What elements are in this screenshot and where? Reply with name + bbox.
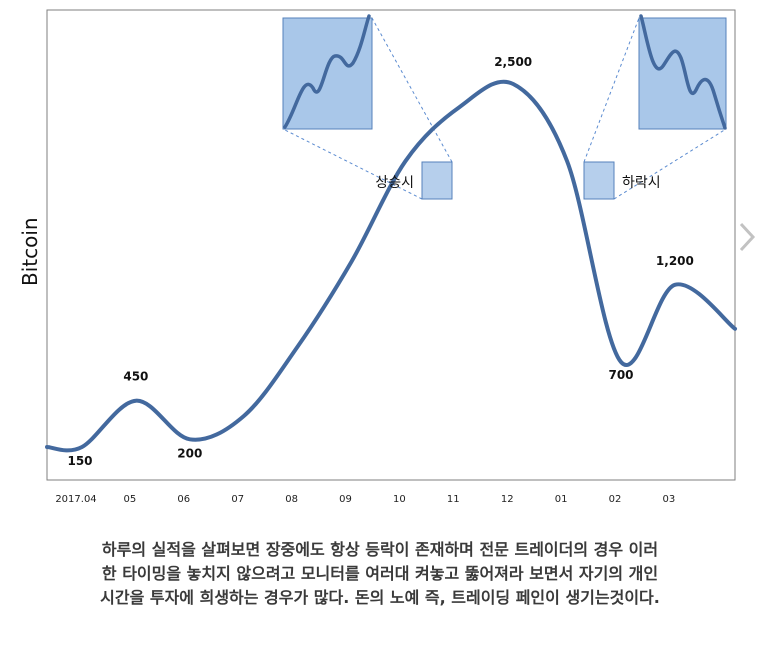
caption-line: 시간을 투자에 희생하는 경우가 많다. 돈의 노예 즉, 트레이딩 페인이 생… [100,588,660,607]
zoom-connector [613,128,727,200]
zoom-region-box [583,161,615,200]
zoom-inset-line [283,14,371,129]
x-tick-label: 08 [285,494,298,505]
series-line [45,79,737,453]
zoom-inset-box [282,17,373,130]
zoom-boxes [282,14,727,200]
annotation-label: 상승시 [375,175,414,191]
data-label: 2,500 [494,55,532,69]
x-tick-labels: 2017.04 05 06 07 08 09 10 11 12 01 02 03 [55,494,675,505]
caption-line: 하루의 실적을 살펴보면 장중에도 항상 등락이 존재하며 전문 트레이더의 경… [101,540,659,559]
caption-line: 한 타이밍을 놓치지 않으려고 모니터를 여러대 켜놓고 뚫어져라 보면서 자기… [101,564,659,583]
x-tick-label: 02 [609,494,622,505]
data-label: 200 [177,446,202,460]
zoom-inset-line [639,14,727,130]
x-tick-label: 01 [555,494,568,505]
zoom-connector [282,128,423,200]
zoom-connector [371,17,453,163]
data-label: 150 [67,454,92,468]
x-tick-label: 10 [393,494,406,505]
data-label: 700 [608,368,633,382]
x-tick-label: 05 [124,494,137,505]
caption-text: 하루의 실적을 살펴보면 장중에도 항상 등락이 존재하며 전문 트레이더의 경… [40,538,720,610]
x-tick-label: 12 [501,494,514,505]
x-tick-label: 11 [447,494,460,505]
zoom-connectors [282,17,727,200]
chevron-right-icon[interactable] [736,220,758,254]
x-tick-label: 03 [663,494,676,505]
data-labels: 150 450 200 2,500 700 1,200 [67,55,693,468]
x-tick-label: 07 [231,494,244,505]
plot-frame [46,9,736,481]
zoom-region-box [421,161,453,200]
x-tick-label: 06 [177,494,190,505]
y-axis-label: Bitcoin [18,217,42,286]
bitcoin-line-chart: 2017.04 05 06 07 08 09 10 11 12 01 02 03 150 450 200 2… [45,9,737,505]
x-tick-label: 2017.04 [55,494,96,505]
annotation-label: 하락시 [622,175,661,191]
zoom-connector [583,17,640,163]
annotation-labels: 상승시 하락시 [375,175,660,191]
x-tick-label: 09 [339,494,352,505]
data-label: 1,200 [656,254,694,268]
data-label: 450 [123,370,148,384]
zoom-inset-box [638,17,727,130]
